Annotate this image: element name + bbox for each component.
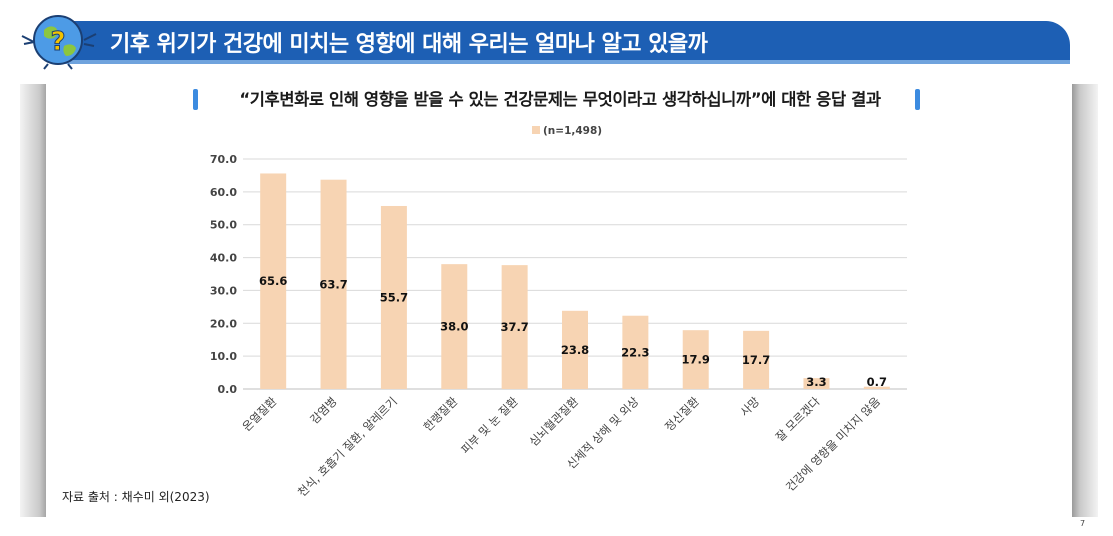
bar-value-label: 17.7 — [742, 353, 770, 367]
bar-value-label: 23.8 — [561, 343, 589, 357]
x-tick-label: 정신질환 — [662, 394, 702, 434]
y-tick-label: 40.0 — [210, 252, 237, 265]
earth-question-mascot-icon: ? — [21, 15, 97, 70]
bar-value-label: 65.6 — [259, 274, 287, 288]
bar — [622, 315, 649, 389]
panel-shadow-right — [1072, 84, 1098, 517]
bar — [320, 179, 347, 389]
question-accent-left — [193, 89, 198, 110]
panel-shadow-left — [20, 84, 48, 517]
x-tick-label: 한랭질환 — [421, 394, 461, 434]
bar — [863, 386, 890, 389]
question-title: “기후변화로 인해 영향을 받을 수 있는 건강문제는 무엇이라고 생각하십니까… — [239, 90, 881, 109]
bar-value-label: 55.7 — [380, 290, 408, 304]
bar-value-label: 63.7 — [319, 277, 347, 291]
y-tick-label: 20.0 — [210, 317, 237, 330]
bar — [260, 173, 287, 389]
bar — [441, 264, 468, 389]
x-tick-label: 잘 모르겠다 — [773, 394, 823, 444]
chart-y-ticks: 0.0 10.0 20.0 30.0 40.0 50.0 60.0 70.0 — [210, 153, 237, 396]
bar-value-label: 38.0 — [440, 320, 468, 334]
bar-value-label: 0.7 — [867, 375, 887, 389]
x-tick-label: 감염병 — [307, 394, 339, 426]
page-title: 기후 위기가 건강에 미치는 영향에 대해 우리는 얼마나 알고 있을까 — [110, 32, 708, 57]
bar — [803, 378, 830, 389]
bar-value-label: 37.7 — [500, 320, 528, 334]
chart-data-labels: 65.6 63.7 55.7 38.0 37.7 23.8 22.3 17.9 17.7 3.3 0… — [259, 274, 887, 389]
bar — [682, 330, 709, 389]
x-tick-label: 피부 및 눈 질환 — [458, 394, 521, 457]
page-number: 7 — [1080, 519, 1086, 528]
x-tick-label: 심뇌혈관질환 — [526, 394, 581, 449]
bar — [380, 205, 407, 389]
chart-legend: (n=1,498) — [532, 125, 602, 137]
y-tick-label: 10.0 — [210, 350, 237, 363]
legend-swatch — [532, 126, 540, 134]
header-banner — [60, 21, 1070, 63]
bar — [501, 265, 528, 389]
content-panel — [46, 84, 1072, 517]
bar-value-label: 17.9 — [682, 353, 710, 367]
svg-text:?: ? — [50, 27, 65, 57]
bar-value-label: 22.3 — [621, 345, 649, 359]
x-tick-label: 온열질환 — [239, 394, 279, 434]
x-tick-label: 사망 — [737, 394, 762, 419]
y-tick-label: 30.0 — [210, 284, 237, 297]
x-tick-label: 천식, 호흡기 질환, 알레르기 — [295, 394, 400, 499]
bar — [562, 310, 588, 389]
y-tick-label: 0.0 — [218, 383, 238, 396]
chart-bars — [260, 173, 890, 389]
source-note: 자료 출처 : 채수미 외(2023) — [62, 490, 210, 504]
header-accent-line — [60, 60, 1070, 64]
bar — [743, 330, 770, 389]
y-tick-label: 70.0 — [210, 153, 237, 166]
y-tick-label: 50.0 — [210, 219, 237, 232]
bar-value-label: 3.3 — [806, 375, 826, 389]
question-accent-right — [915, 89, 920, 110]
y-tick-label: 60.0 — [210, 186, 237, 199]
legend-label: (n=1,498) — [543, 125, 602, 137]
